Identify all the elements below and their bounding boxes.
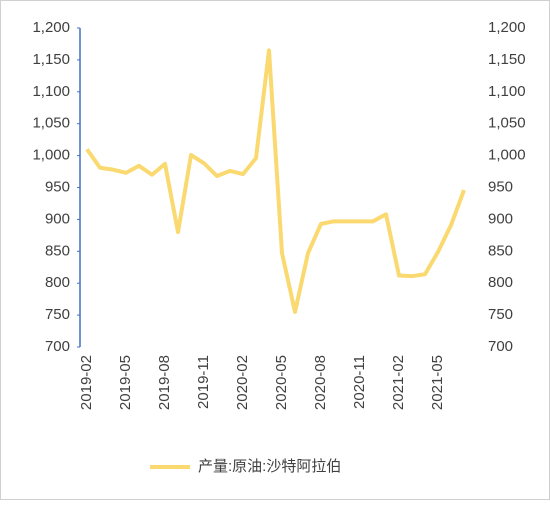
y2-tick-label: 950 bbox=[488, 178, 513, 195]
y2-tick-label: 1,100 bbox=[488, 83, 526, 100]
y2-tick-label: 900 bbox=[488, 210, 513, 227]
y-tick-label: 1,150 bbox=[32, 51, 70, 68]
y2-tick-label: 1,050 bbox=[488, 115, 526, 132]
x-tick-label: 2019-02 bbox=[78, 355, 95, 410]
x-tick-label: 2021-02 bbox=[390, 355, 407, 410]
x-tick-label: 2019-08 bbox=[156, 355, 173, 410]
x-tick-label: 2020-05 bbox=[273, 355, 290, 410]
x-tick-label: 2020-08 bbox=[312, 355, 329, 410]
x-tick-label: 2020-02 bbox=[234, 355, 251, 410]
y-tick-label: 950 bbox=[45, 178, 70, 195]
x-tick-label: 2019-11 bbox=[195, 355, 212, 409]
y2-tick-label: 1,000 bbox=[488, 147, 526, 164]
y2-tick-label: 750 bbox=[488, 306, 513, 323]
y-tick-label: 850 bbox=[45, 242, 70, 259]
y-tick-label: 1,200 bbox=[32, 19, 70, 36]
y2-tick-label: 850 bbox=[488, 242, 513, 259]
legend-label: 产量:原油:沙特阿拉伯 bbox=[198, 458, 341, 475]
y-tick-label: 800 bbox=[45, 274, 70, 291]
y-tick-label: 750 bbox=[45, 306, 70, 323]
y2-tick-label: 800 bbox=[488, 274, 513, 291]
y-tick-label: 1,000 bbox=[32, 147, 70, 164]
y2-tick-label: 700 bbox=[488, 338, 513, 355]
y-tick-label: 700 bbox=[45, 338, 70, 355]
y-tick-label: 1,050 bbox=[32, 115, 70, 132]
y-tick-label: 900 bbox=[45, 210, 70, 227]
x-tick-label: 2019-05 bbox=[117, 355, 134, 410]
x-tick-label: 2021-05 bbox=[429, 355, 446, 410]
series-line bbox=[85, 48, 466, 314]
x-tick-label: 2020-11 bbox=[351, 355, 368, 409]
y2-tick-label: 1,150 bbox=[488, 51, 526, 68]
y-tick-label: 1,100 bbox=[32, 83, 70, 100]
y2-tick-label: 1,200 bbox=[488, 19, 526, 36]
